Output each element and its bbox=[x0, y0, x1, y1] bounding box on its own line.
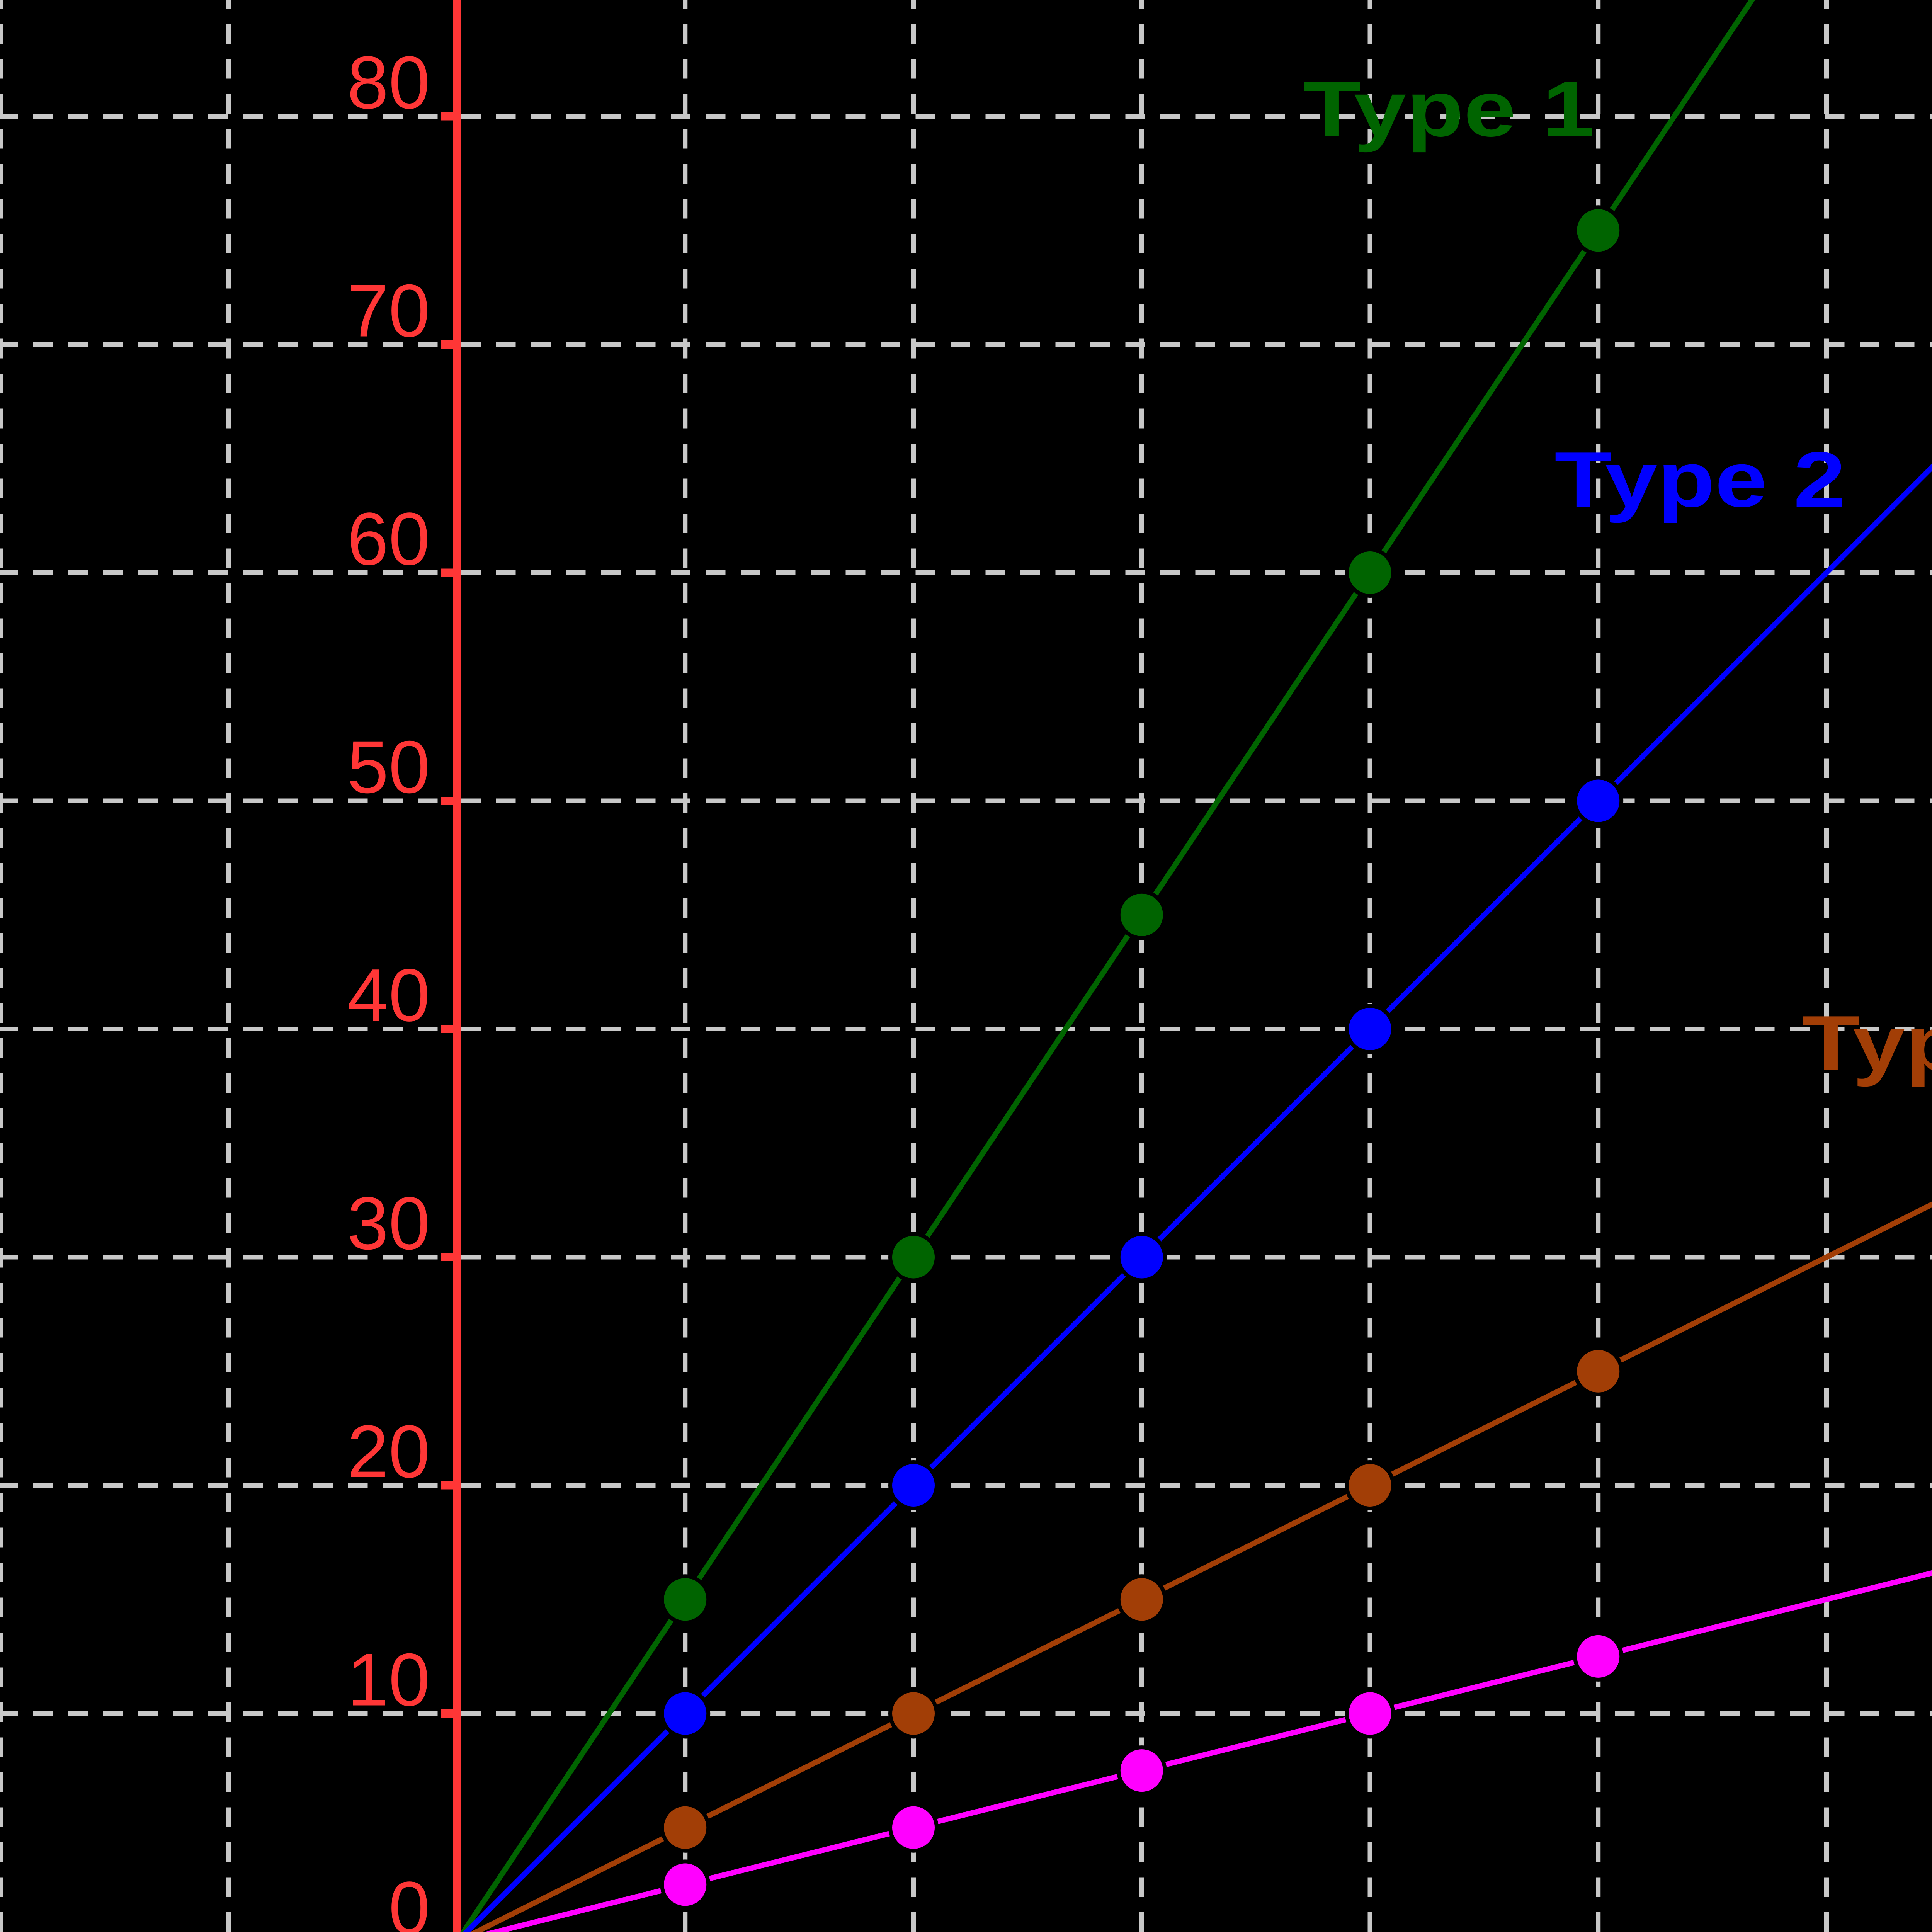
svg-text:60: 60 bbox=[347, 497, 430, 580]
svg-text:40: 40 bbox=[347, 953, 430, 1037]
svg-text:80: 80 bbox=[347, 41, 430, 124]
svg-text:10: 10 bbox=[347, 1638, 430, 1721]
svg-text:30: 30 bbox=[347, 1182, 430, 1265]
svg-text:50: 50 bbox=[347, 725, 430, 809]
svg-text:0: 0 bbox=[389, 1866, 430, 1932]
svg-text:Type 1: Type 1 bbox=[1303, 65, 1595, 153]
svg-text:70: 70 bbox=[347, 269, 430, 352]
svg-text:Type 3: Type 3 bbox=[1802, 999, 1932, 1087]
svg-text:20: 20 bbox=[347, 1410, 430, 1493]
svg-text:Type 2: Type 2 bbox=[1554, 435, 1846, 523]
